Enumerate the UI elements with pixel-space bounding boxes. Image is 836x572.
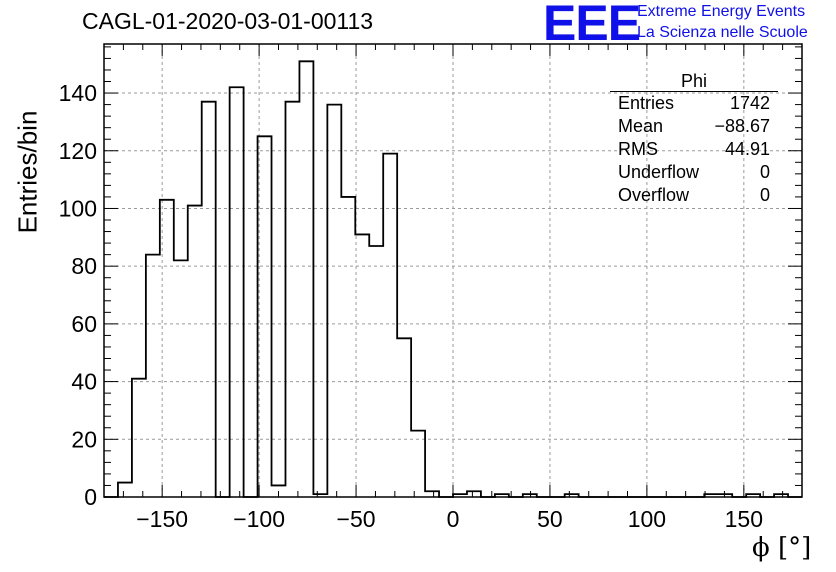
histogram-bin	[188, 206, 202, 497]
stats-label: Entries	[618, 93, 675, 113]
histogram-bin	[299, 61, 313, 497]
y-tick-label: 120	[59, 138, 97, 164]
histogram-bin	[174, 260, 188, 497]
histogram-bin	[397, 338, 411, 497]
histogram-bin	[383, 154, 397, 497]
histogram-bin	[355, 234, 369, 497]
y-tick-label: 40	[71, 369, 97, 395]
stats-label: Underflow	[618, 162, 700, 182]
histogram-bin	[327, 105, 341, 497]
y-tick-label: 60	[71, 311, 97, 337]
y-axis-label-wrap: Entries/bin	[6, 110, 46, 234]
stats-value: −88.67	[714, 116, 770, 136]
y-tick-label: 140	[59, 80, 97, 106]
y-tick-label: 100	[59, 195, 97, 221]
stats-value: 44.91	[724, 139, 770, 159]
histogram-bin	[230, 87, 244, 497]
x-tick-label: 50	[537, 506, 563, 532]
logo-subtitle-line2: La Scienza nelle Scuole	[637, 24, 808, 41]
stats-label: Mean	[618, 116, 664, 136]
chart-title: CAGL-01-2020-03-01-00113	[82, 8, 374, 34]
y-axis-label: Entries/bin	[12, 110, 43, 234]
x-tick-label: −100	[233, 506, 285, 532]
stats-box: Phi Entries 1742 Mean −88.67 RMS 44.91 U…	[610, 70, 778, 207]
histogram-bin	[369, 246, 383, 497]
eee-logo: EEE	[543, 0, 641, 51]
y-tick-label: 20	[71, 426, 97, 452]
histogram-bin	[132, 379, 146, 497]
logo-subtitle-line1: Extreme Energy Events	[637, 3, 806, 20]
x-tick-label: 150	[725, 506, 763, 532]
stats-label: RMS	[618, 139, 658, 159]
y-tick-label: 80	[71, 253, 97, 279]
histogram-bin	[341, 197, 355, 497]
histogram-bin	[146, 255, 160, 497]
stats-label: Overflow	[618, 185, 690, 205]
stats-row-overflow: Overflow 0	[610, 184, 778, 207]
stats-title: Phi	[610, 70, 778, 92]
x-tick-label: −50	[337, 506, 376, 532]
histogram-bin	[411, 431, 425, 497]
y-tick-label: 0	[84, 484, 97, 510]
histogram-bin	[258, 136, 272, 497]
stats-value: 1742	[729, 93, 770, 113]
x-tick-label: −150	[136, 506, 188, 532]
histogram-bin	[285, 102, 299, 497]
histogram-bin	[118, 483, 132, 497]
stats-row-underflow: Underflow 0	[610, 161, 778, 184]
histogram-bin	[202, 102, 216, 497]
stats-value: 0	[759, 162, 770, 182]
stats-row-entries: Entries 1742	[610, 92, 778, 115]
x-tick-label: 0	[447, 506, 460, 532]
stats-row-rms: RMS 44.91	[610, 138, 778, 161]
stats-value: 0	[759, 185, 770, 205]
x-axis-label: ϕ [°]	[752, 533, 812, 563]
stats-row-mean: Mean −88.67	[610, 115, 778, 138]
x-tick-label: 100	[628, 506, 666, 532]
